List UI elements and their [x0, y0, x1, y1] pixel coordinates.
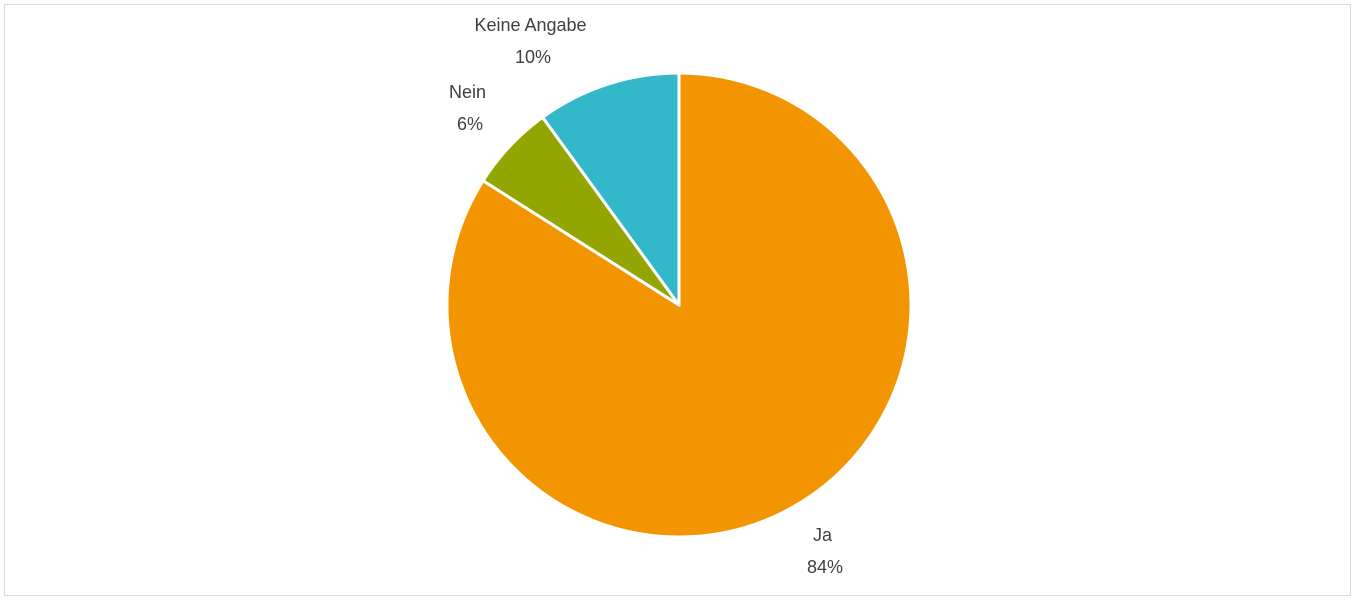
- data-label-keine-angabe-value: 10%: [515, 47, 551, 67]
- data-label-nein-category: Nein: [449, 82, 486, 102]
- data-label-keine-angabe-category: Keine Angabe: [474, 15, 586, 35]
- data-label-nein-value: 6%: [457, 114, 483, 134]
- data-label-ja-value: 84%: [807, 557, 843, 577]
- data-label-ja: Ja 84%: [807, 525, 843, 577]
- data-label-ja-category: Ja: [813, 525, 833, 545]
- pie-slice-keine-angabe: [541, 71, 681, 307]
- pie-slices: [445, 71, 913, 539]
- data-label-keine-angabe: Keine Angabe 10%: [474, 15, 591, 67]
- data-label-nein: Nein 6%: [449, 82, 491, 134]
